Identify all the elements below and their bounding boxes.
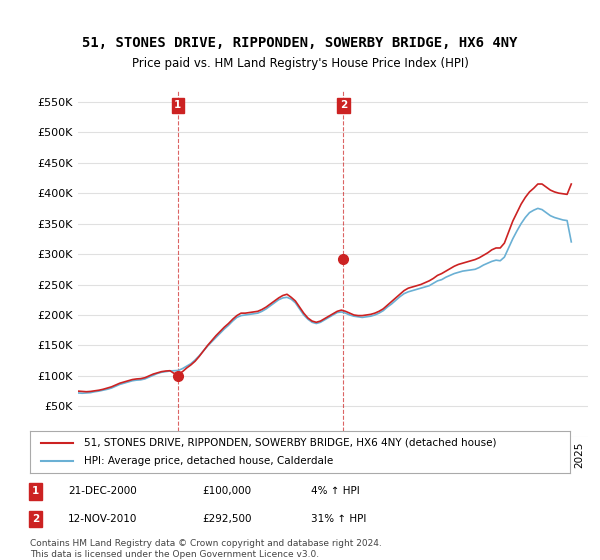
Text: HPI: Average price, detached house, Calderdale: HPI: Average price, detached house, Cald… — [84, 456, 333, 466]
Text: 1: 1 — [32, 487, 39, 496]
Text: 21-DEC-2000: 21-DEC-2000 — [68, 487, 137, 496]
Text: 4% ↑ HPI: 4% ↑ HPI — [311, 487, 359, 496]
Text: 2: 2 — [32, 514, 39, 524]
Text: 51, STONES DRIVE, RIPPONDEN, SOWERBY BRIDGE, HX6 4NY: 51, STONES DRIVE, RIPPONDEN, SOWERBY BRI… — [82, 36, 518, 50]
Text: This data is licensed under the Open Government Licence v3.0.: This data is licensed under the Open Gov… — [30, 550, 319, 559]
Text: 12-NOV-2010: 12-NOV-2010 — [68, 514, 137, 524]
Text: 2: 2 — [340, 100, 347, 110]
Text: Price paid vs. HM Land Registry's House Price Index (HPI): Price paid vs. HM Land Registry's House … — [131, 57, 469, 70]
Text: 51, STONES DRIVE, RIPPONDEN, SOWERBY BRIDGE, HX6 4NY (detached house): 51, STONES DRIVE, RIPPONDEN, SOWERBY BRI… — [84, 438, 497, 448]
Text: £100,000: £100,000 — [203, 487, 252, 496]
Text: 31% ↑ HPI: 31% ↑ HPI — [311, 514, 366, 524]
Text: £292,500: £292,500 — [203, 514, 253, 524]
Text: Contains HM Land Registry data © Crown copyright and database right 2024.: Contains HM Land Registry data © Crown c… — [30, 539, 382, 548]
Text: 1: 1 — [174, 100, 181, 110]
